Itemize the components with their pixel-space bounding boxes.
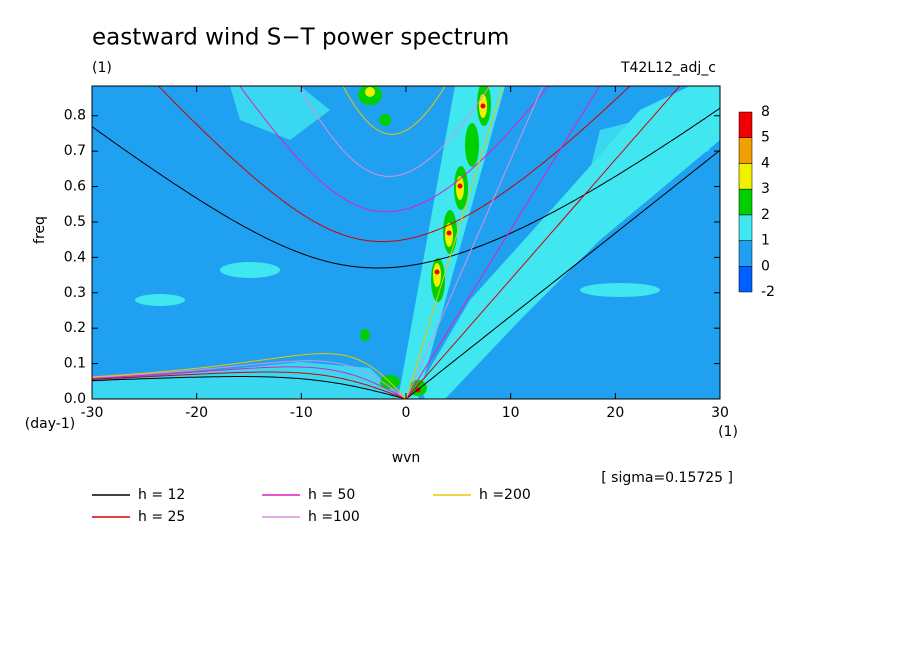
colorbar-box: [738, 137, 753, 164]
rossby-curve: [92, 366, 407, 399]
field-patch: [360, 329, 370, 341]
x-tick-label: 0: [402, 405, 411, 421]
colorbar-box: [738, 214, 753, 241]
inertia-gravity-curve: [239, 86, 550, 213]
field-patch: [480, 103, 486, 109]
colorbar-box: [738, 240, 753, 267]
colorbar-label: 3: [761, 181, 770, 197]
rossby-curve: [92, 371, 407, 399]
kelvin-curve: [405, 86, 544, 399]
colorbar-label: 5: [761, 130, 770, 146]
rossby-curve: [92, 353, 407, 399]
x-tick-label: -10: [290, 405, 313, 421]
y-tick-label: 0.0: [64, 391, 86, 407]
rossby-curve: [92, 376, 407, 399]
y-tick-label: 0.8: [64, 108, 86, 124]
x-tick-label: 20: [606, 405, 624, 421]
kelvin-curve: [405, 86, 681, 399]
annotation: [ sigma=0.15725 ]: [601, 470, 733, 486]
y-axis-unit: (day-1): [25, 416, 75, 432]
field-patch: [446, 230, 452, 236]
field-patch: [433, 263, 441, 287]
field-patch: [230, 86, 330, 140]
chart-subtitle: (1): [92, 60, 112, 76]
x-tick-label: 30: [711, 405, 729, 421]
inertia-gravity-curve: [157, 86, 631, 243]
y-axis-label: freq: [32, 216, 48, 244]
colorbar-label: 4: [761, 155, 770, 171]
colorbar-label: 2: [761, 207, 770, 223]
field-patch: [92, 362, 402, 399]
field-patch: [434, 269, 440, 275]
field-patch: [220, 262, 280, 278]
y-tick-label: 0.7: [64, 143, 86, 159]
x-tick-label: -20: [185, 405, 208, 421]
field-patch: [135, 294, 185, 306]
inertia-gravity-curve: [92, 107, 720, 269]
legend-label: h = 12: [138, 487, 185, 503]
legend-label: h =100: [308, 509, 360, 525]
colorbar-box: [738, 188, 753, 216]
field-patch: [590, 110, 710, 180]
colorbar-box: [738, 266, 753, 293]
legend-label: h =200: [479, 487, 531, 503]
field: [92, 86, 720, 399]
y-tick-label: 0.1: [64, 356, 86, 372]
dispersion-curves: [92, 86, 720, 399]
kelvin-curve: [405, 149, 720, 399]
rossby-curve: [92, 360, 407, 399]
legend-label: h = 50: [308, 487, 355, 503]
colorbar-box: [738, 163, 753, 190]
x-axis-unit: (1): [718, 424, 738, 440]
x-tick-label: 10: [502, 405, 520, 421]
y-tick-label: 0.6: [64, 179, 86, 195]
colorbar-label: 8: [761, 104, 770, 120]
y-tick-label: 0.5: [64, 214, 86, 230]
y-tick-label: 0.3: [64, 285, 86, 301]
run-label: T42L12_adj_c: [620, 60, 716, 76]
inertia-gravity-curve: [298, 86, 491, 177]
legend-label: h = 25: [138, 509, 185, 525]
x-axis-label: wvn: [392, 450, 421, 466]
inertia-gravity-curve: [342, 86, 446, 135]
field-patch: [580, 283, 660, 297]
field-patch: [379, 114, 391, 126]
field-patch: [365, 87, 375, 97]
colorbar-label: -2: [761, 284, 775, 300]
colorbar-box: [738, 111, 753, 138]
colorbar-label: 1: [761, 233, 770, 249]
kelvin-curve: [405, 86, 601, 399]
y-tick-label: 0.4: [64, 249, 86, 265]
chart-title: eastward wind S−T power spectrum: [92, 25, 509, 51]
kelvin-curve: [405, 86, 504, 399]
colorbar-label: 0: [761, 258, 770, 274]
field-patch: [465, 123, 479, 167]
x-tick-label: -30: [81, 405, 104, 421]
field-patch: [457, 183, 463, 189]
y-tick-label: 0.2: [64, 320, 86, 336]
